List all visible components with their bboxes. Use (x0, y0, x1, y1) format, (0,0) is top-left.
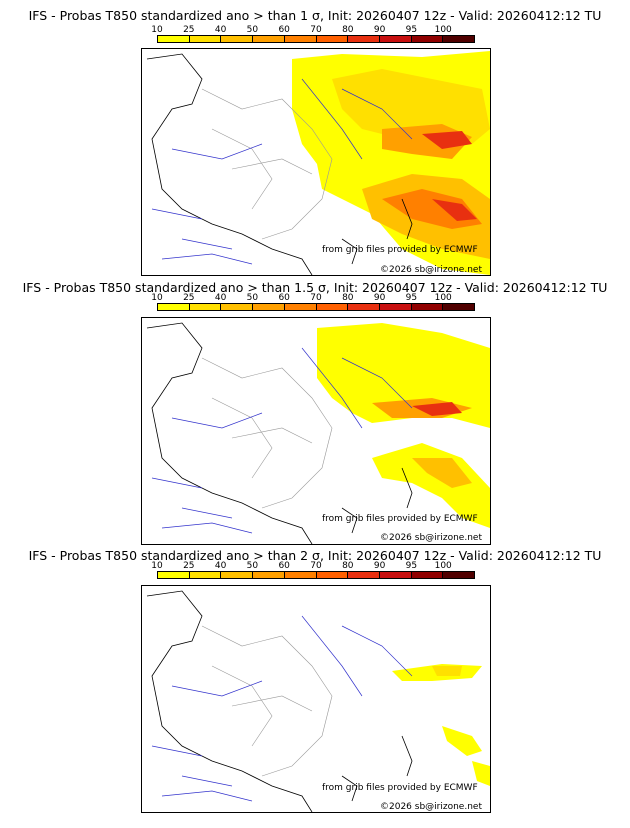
colorbar-label: 60 (278, 561, 290, 571)
colorbar-swatch (189, 36, 222, 42)
map-canvas (146, 51, 490, 275)
colorbar-labels: 10 25 40 50 60 70 80 90 95 100 (151, 293, 475, 303)
colorbar-swatch (284, 572, 317, 578)
panel-title: IFS - Probas T850 standardized ano > tha… (22, 280, 608, 295)
colorbar-swatch (316, 36, 349, 42)
colorbar-swatch (411, 36, 444, 42)
copyright: ©2026 sb@irizone.net (380, 533, 482, 543)
colorbar-label: 10 (151, 561, 163, 571)
colorbar-swatch (411, 304, 444, 310)
colorbar-label: 80 (342, 293, 354, 303)
colorbar-swatch (443, 572, 475, 578)
colorbar-swatch (379, 572, 412, 578)
colorbar-label: 95 (405, 561, 418, 571)
colorbar-label: 70 (310, 25, 322, 35)
colorbar-label: 25 (183, 561, 195, 571)
colorbar-swatch (284, 304, 317, 310)
colorbar-label: 50 (246, 293, 259, 303)
colorbar-swatch (221, 36, 254, 42)
map-canvas (146, 322, 490, 544)
panel-title: IFS - Probas T850 standardized ano > tha… (28, 8, 602, 23)
source-credit: from grib files provided by ECMWF (322, 783, 478, 793)
colorbar-labels: 10 25 40 50 60 70 80 90 95 100 (151, 561, 475, 571)
colorbar-swatch (348, 304, 380, 310)
colorbar-label: 10 (151, 293, 163, 303)
colorbar-swatch (316, 572, 349, 578)
colorbar-label: 40 (214, 561, 227, 571)
colorbar-label: 90 (373, 561, 386, 571)
colorbar-label: 60 (278, 25, 290, 35)
colorbar-label: 95 (405, 293, 418, 303)
colorbar-label: 95 (405, 25, 418, 35)
copyright: ©2026 sb@irizone.net (380, 265, 482, 275)
colorbar-swatch (221, 572, 254, 578)
colorbar-label: 40 (214, 25, 227, 35)
colorbar-swatch (443, 304, 475, 310)
colorbar (157, 571, 475, 579)
colorbar (157, 303, 475, 311)
colorbar-swatch (221, 304, 254, 310)
colorbar (157, 35, 475, 43)
colorbar-swatch (379, 36, 412, 42)
colorbar-swatch (443, 36, 475, 42)
panel-title: IFS - Probas T850 standardized ano > tha… (28, 548, 602, 563)
colorbar-swatch (411, 572, 444, 578)
colorbar-label: 70 (310, 561, 322, 571)
colorbar-swatch (158, 36, 190, 42)
colorbar-label: 80 (342, 561, 354, 571)
probability-map (141, 48, 491, 276)
colorbar-swatch (379, 304, 412, 310)
colorbar-label: 25 (183, 25, 195, 35)
colorbar-swatch (253, 572, 285, 578)
colorbar-label: 100 (434, 293, 452, 303)
colorbar-swatch (348, 36, 380, 42)
probability-map (141, 585, 491, 813)
colorbar-swatch (158, 304, 190, 310)
colorbar-swatch (316, 304, 349, 310)
colorbar-label: 100 (434, 561, 452, 571)
colorbar-label: 25 (183, 293, 195, 303)
map-canvas (146, 590, 490, 812)
source-credit: from grib files provided by ECMWF (322, 514, 478, 524)
probability-map (141, 317, 491, 545)
colorbar-swatch (253, 36, 285, 42)
colorbar-swatch (348, 572, 380, 578)
colorbar-swatch (284, 36, 317, 42)
colorbar-label: 60 (278, 293, 290, 303)
colorbar-label: 90 (373, 25, 386, 35)
colorbar-label: 10 (151, 25, 163, 35)
colorbar-label: 80 (342, 25, 354, 35)
colorbar-swatch (189, 572, 222, 578)
colorbar-label: 70 (310, 293, 322, 303)
source-credit: from grib files provided by ECMWF (322, 245, 478, 255)
colorbar-label: 40 (214, 293, 227, 303)
colorbar-swatch (158, 572, 190, 578)
colorbar-label: 50 (246, 561, 259, 571)
colorbar-swatch (253, 304, 285, 310)
colorbar-swatch (189, 304, 222, 310)
colorbar-label: 100 (434, 25, 452, 35)
copyright: ©2026 sb@irizone.net (380, 802, 482, 812)
colorbar-label: 90 (373, 293, 386, 303)
colorbar-label: 50 (246, 25, 259, 35)
colorbar-labels: 10 25 40 50 60 70 80 90 95 100 (151, 25, 475, 35)
